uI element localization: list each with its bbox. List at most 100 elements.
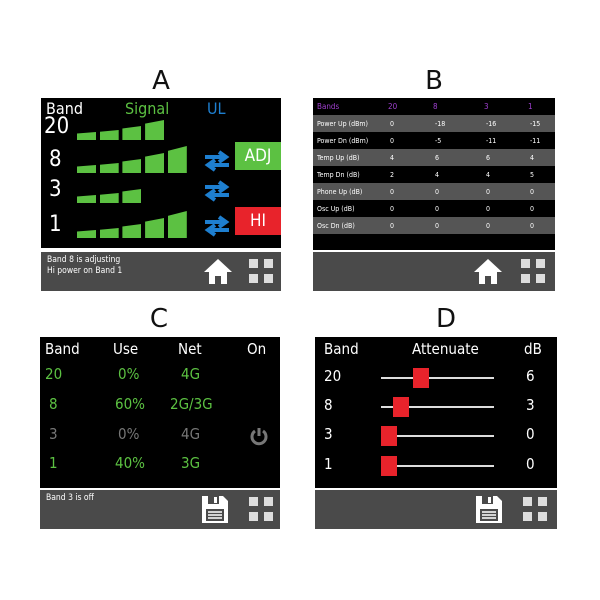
uplink-arrows-icon [203, 150, 231, 172]
table-row: Temp Dn (dB) 2 4 4 5 [313, 166, 555, 183]
panel-b-footer [313, 252, 555, 291]
panel-c-footer: Band 3 is off [40, 490, 280, 529]
panel-a-label: A [152, 66, 170, 96]
signal-bar [145, 218, 165, 238]
row-label: Temp Dn (dB) [317, 171, 360, 179]
slider-track[interactable] [381, 377, 494, 379]
panel-b-label: B [425, 66, 443, 96]
band-label: 8 [324, 396, 333, 414]
signal-bar [167, 146, 187, 173]
adjusting-badge: ADJ [235, 142, 281, 170]
table-cell: 0 [530, 188, 535, 196]
band-label: 3 [324, 425, 333, 443]
header-on: On [247, 340, 267, 358]
column-header: 8 [433, 102, 438, 111]
table-row: Temp Up (dB) 4 6 6 4 [313, 149, 555, 166]
network-value: 3G [181, 454, 201, 472]
network-value: 4G [181, 365, 201, 383]
table-cell: 4 [390, 154, 395, 162]
table-cell: 4 [486, 171, 491, 179]
signal-bar [122, 224, 142, 238]
uplink-arrows-icon [203, 215, 231, 237]
column-header: Bands [317, 102, 340, 111]
table-cell: 0 [435, 205, 440, 213]
row-label: Phone Up (dB) [317, 188, 363, 196]
header-attenuate: Attenuate [412, 340, 479, 358]
panel-d-label: D [435, 304, 457, 334]
panel-d-footer [315, 490, 557, 529]
status-message: Band 8 is adjusting Hi power on Band 1 [47, 255, 123, 276]
table-row: Power Up (dBm) 0 -18 -16 -15 [313, 115, 555, 132]
save-icon[interactable] [201, 495, 229, 524]
table-row: Power Dn (dBm) 0 -5 -11 -11 [313, 132, 555, 149]
table-cell: 5 [530, 171, 535, 179]
signal-bar [77, 132, 96, 140]
table-cell: 4 [530, 154, 535, 162]
table-row: Osc Up (dB) 0 0 0 0 [313, 200, 555, 217]
table-cell: -5 [435, 137, 442, 145]
table-cell: 0 [486, 222, 491, 230]
table-cell: 0 [530, 222, 535, 230]
slider-track[interactable] [381, 435, 494, 437]
signal-bar [167, 211, 187, 238]
high-power-badge: HI [235, 207, 281, 235]
table-cell: 0 [486, 188, 491, 196]
signal-bar [145, 153, 165, 173]
slider-track[interactable] [381, 465, 494, 467]
grid-menu-icon[interactable] [249, 497, 273, 521]
home-icon[interactable] [203, 257, 233, 285]
signal-bar [77, 230, 96, 238]
table-cell: 0 [435, 222, 440, 230]
table-row: Phone Up (dB) 0 0 0 0 [313, 183, 555, 200]
grid-menu-icon[interactable] [249, 259, 273, 283]
band-label: 20 [44, 114, 70, 139]
row-label: Osc Dn (dB) [317, 222, 355, 230]
usage-value: 60% [115, 395, 145, 413]
column-header: 20 [388, 102, 398, 111]
slider-thumb[interactable] [412, 368, 429, 388]
signal-bar [122, 189, 142, 203]
power-toggle-icon[interactable] [249, 426, 269, 446]
slider-thumb[interactable] [381, 426, 397, 446]
network-value: 2G/3G [170, 395, 213, 413]
slider-thumb[interactable] [392, 397, 409, 417]
table-cell: 0 [390, 222, 395, 230]
table-cell: -11 [530, 137, 541, 145]
signal-bar [99, 193, 119, 203]
panel-c-label: C [149, 304, 169, 334]
usage-value: 0% [118, 365, 140, 383]
save-icon[interactable] [475, 495, 503, 524]
network-value: 4G [181, 425, 201, 443]
panel-c-screen: Band Use Net On 20 0% 4G 8 60% 2G/3G 3 0% 4G 1 40%… [40, 337, 280, 488]
table-cell: 6 [435, 154, 440, 162]
table-cell: 2 [390, 171, 395, 179]
table-cell: -15 [530, 120, 541, 128]
band-label: 1 [324, 455, 333, 473]
table-cell: 0 [486, 205, 491, 213]
header-signal: Signal [125, 99, 170, 118]
table-cell: 0 [435, 188, 440, 196]
table-cell: -18 [435, 120, 446, 128]
grid-menu-icon[interactable] [523, 497, 547, 521]
slider-track[interactable] [381, 406, 494, 408]
table-cell: 4 [435, 171, 440, 179]
band-label: 3 [49, 177, 62, 202]
table-cell: 0 [390, 188, 395, 196]
table-row: Osc Dn (dB) 0 0 0 0 [313, 217, 555, 234]
home-icon[interactable] [473, 257, 503, 285]
header-band: Band [45, 340, 80, 358]
db-value: 6 [526, 367, 535, 385]
band-label: 8 [49, 147, 62, 172]
header-db: dB [524, 340, 542, 358]
slider-thumb[interactable] [381, 456, 397, 476]
table-cell: 0 [530, 205, 535, 213]
header-net: Net [178, 340, 202, 358]
status-message: Band 3 is off [46, 493, 94, 503]
grid-menu-icon[interactable] [521, 259, 545, 283]
signal-bar [145, 120, 165, 140]
signal-bar [77, 195, 96, 203]
table-cell: 0 [390, 137, 395, 145]
usage-value: 0% [118, 425, 140, 443]
panel-a-screen: Band Signal UL 20 8 ADJ 3 1 HI [41, 98, 281, 248]
db-value: 0 [526, 425, 535, 443]
